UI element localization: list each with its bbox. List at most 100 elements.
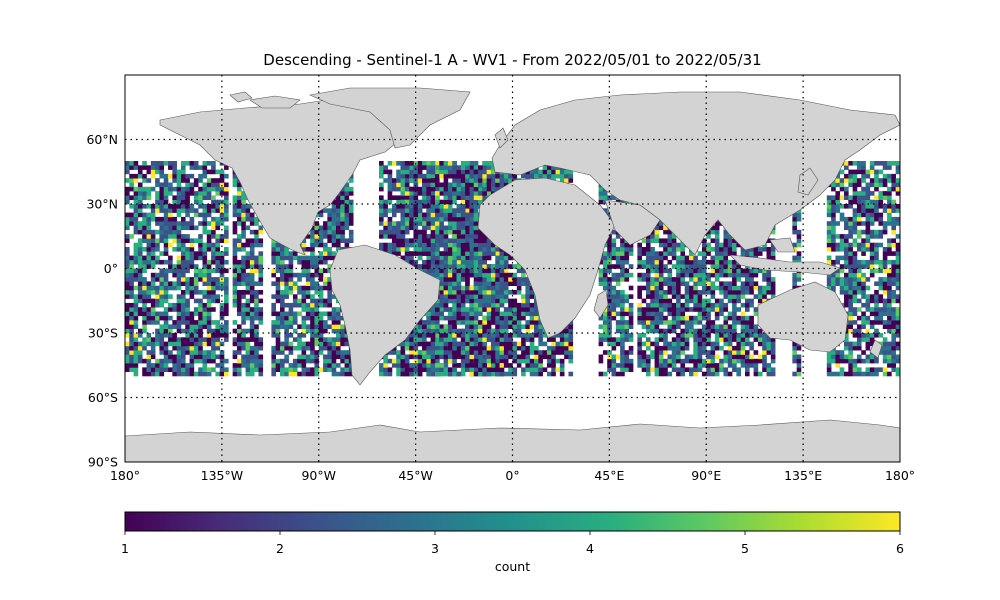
heatmap-cell — [314, 350, 320, 355]
heatmap-cell — [417, 242, 423, 248]
heatmap-cell — [615, 264, 621, 269]
heatmap-cell — [241, 255, 246, 261]
heatmap-cell — [280, 315, 285, 321]
heatmap-cell — [460, 216, 466, 222]
heatmap-cell — [503, 354, 509, 360]
heatmap-cell — [254, 315, 259, 321]
heatmap-cell — [426, 363, 431, 368]
heatmap-cell — [452, 363, 457, 368]
heatmap-cell — [224, 311, 229, 317]
heatmap-cell — [211, 169, 216, 175]
heatmap-cell — [155, 367, 160, 372]
heatmap-cell — [129, 290, 134, 295]
heatmap-cell — [258, 255, 264, 261]
heatmap-cell — [422, 354, 427, 360]
heatmap-cell — [465, 186, 470, 192]
heatmap-cell — [615, 290, 621, 295]
heatmap-cell — [310, 234, 315, 239]
heatmap-cell — [422, 328, 427, 334]
heatmap-cell — [340, 341, 345, 347]
heatmap-cell — [490, 178, 496, 183]
heatmap-cell — [426, 208, 431, 213]
heatmap-cell — [344, 212, 350, 218]
heatmap-cell — [327, 285, 332, 291]
heatmap-cell — [391, 161, 397, 166]
heatmap-cell — [469, 294, 475, 299]
heatmap-cell — [607, 320, 612, 325]
heatmap-cell — [254, 307, 259, 312]
heatmap-cell — [495, 333, 500, 338]
heatmap-cell — [232, 328, 238, 334]
heatmap-cell — [301, 341, 307, 347]
heatmap-cell — [189, 251, 195, 256]
heatmap-cell — [137, 182, 143, 188]
heatmap-cell — [176, 294, 182, 299]
heatmap-cell — [254, 294, 259, 299]
heatmap-cell — [443, 298, 449, 304]
heatmap-cell — [133, 165, 139, 170]
heatmap-cell — [280, 320, 285, 325]
heatmap-cell — [400, 234, 406, 239]
heatmap-cell — [211, 225, 216, 231]
heatmap-cell — [155, 165, 160, 170]
heatmap-cell — [555, 173, 561, 179]
heatmap-cell — [387, 229, 393, 235]
heatmap-cell — [219, 285, 225, 291]
heatmap-cell — [486, 255, 492, 261]
heatmap-cell — [155, 298, 160, 304]
heatmap-cell — [555, 169, 561, 175]
heatmap-cell — [125, 191, 130, 196]
heatmap-cell — [245, 281, 251, 286]
heatmap-cell — [335, 199, 341, 205]
heatmap-cell — [275, 324, 281, 329]
heatmap-cell — [430, 264, 436, 269]
heatmap-cell — [241, 191, 246, 196]
heatmap-cell — [189, 290, 195, 295]
heatmap-cell — [219, 208, 225, 213]
heatmap-cell — [219, 234, 225, 239]
heatmap-cell — [422, 264, 427, 269]
heatmap-cell — [310, 247, 315, 252]
heatmap-cell — [452, 238, 457, 243]
heatmap-cell — [185, 208, 190, 213]
heatmap-cell — [469, 315, 475, 321]
heatmap-cell — [133, 302, 139, 308]
heatmap-cell — [422, 178, 427, 183]
heatmap-cell — [215, 251, 221, 256]
heatmap-cell — [417, 173, 423, 179]
heatmap-cell — [288, 302, 294, 308]
heatmap-cell — [422, 350, 427, 355]
heatmap-cell — [180, 165, 186, 170]
heatmap-cell — [611, 367, 617, 372]
heatmap-cell — [129, 277, 134, 282]
heatmap-cell — [435, 204, 440, 209]
heatmap-cell — [443, 182, 449, 188]
heatmap-cell — [404, 367, 410, 372]
heatmap-cell — [215, 178, 221, 183]
heatmap-cell — [236, 221, 242, 226]
heatmap-cell — [409, 169, 414, 175]
heatmap-cell — [465, 272, 470, 278]
heatmap-cell — [168, 182, 173, 188]
heatmap-cell — [150, 272, 156, 278]
heatmap-cell — [478, 354, 483, 360]
heatmap-cell — [185, 186, 190, 192]
heatmap-cell — [323, 277, 328, 282]
heatmap-cell — [404, 208, 410, 213]
heatmap-cell — [335, 195, 341, 200]
heatmap-cell — [512, 328, 518, 334]
heatmap-cell — [236, 204, 242, 209]
heatmap-cell — [202, 294, 208, 299]
heatmap-cell — [465, 221, 470, 226]
heatmap-cell — [155, 208, 160, 213]
heatmap-cell — [202, 264, 208, 269]
heatmap-cell — [224, 186, 229, 192]
heatmap-cell — [452, 247, 457, 252]
heatmap-cell — [189, 204, 195, 209]
heatmap-cell — [534, 367, 539, 372]
heatmap-cell — [615, 311, 621, 317]
heatmap-cell — [439, 268, 444, 274]
heatmap-cell — [473, 290, 479, 295]
heatmap-cell — [521, 371, 526, 377]
heatmap-cell — [180, 259, 186, 265]
